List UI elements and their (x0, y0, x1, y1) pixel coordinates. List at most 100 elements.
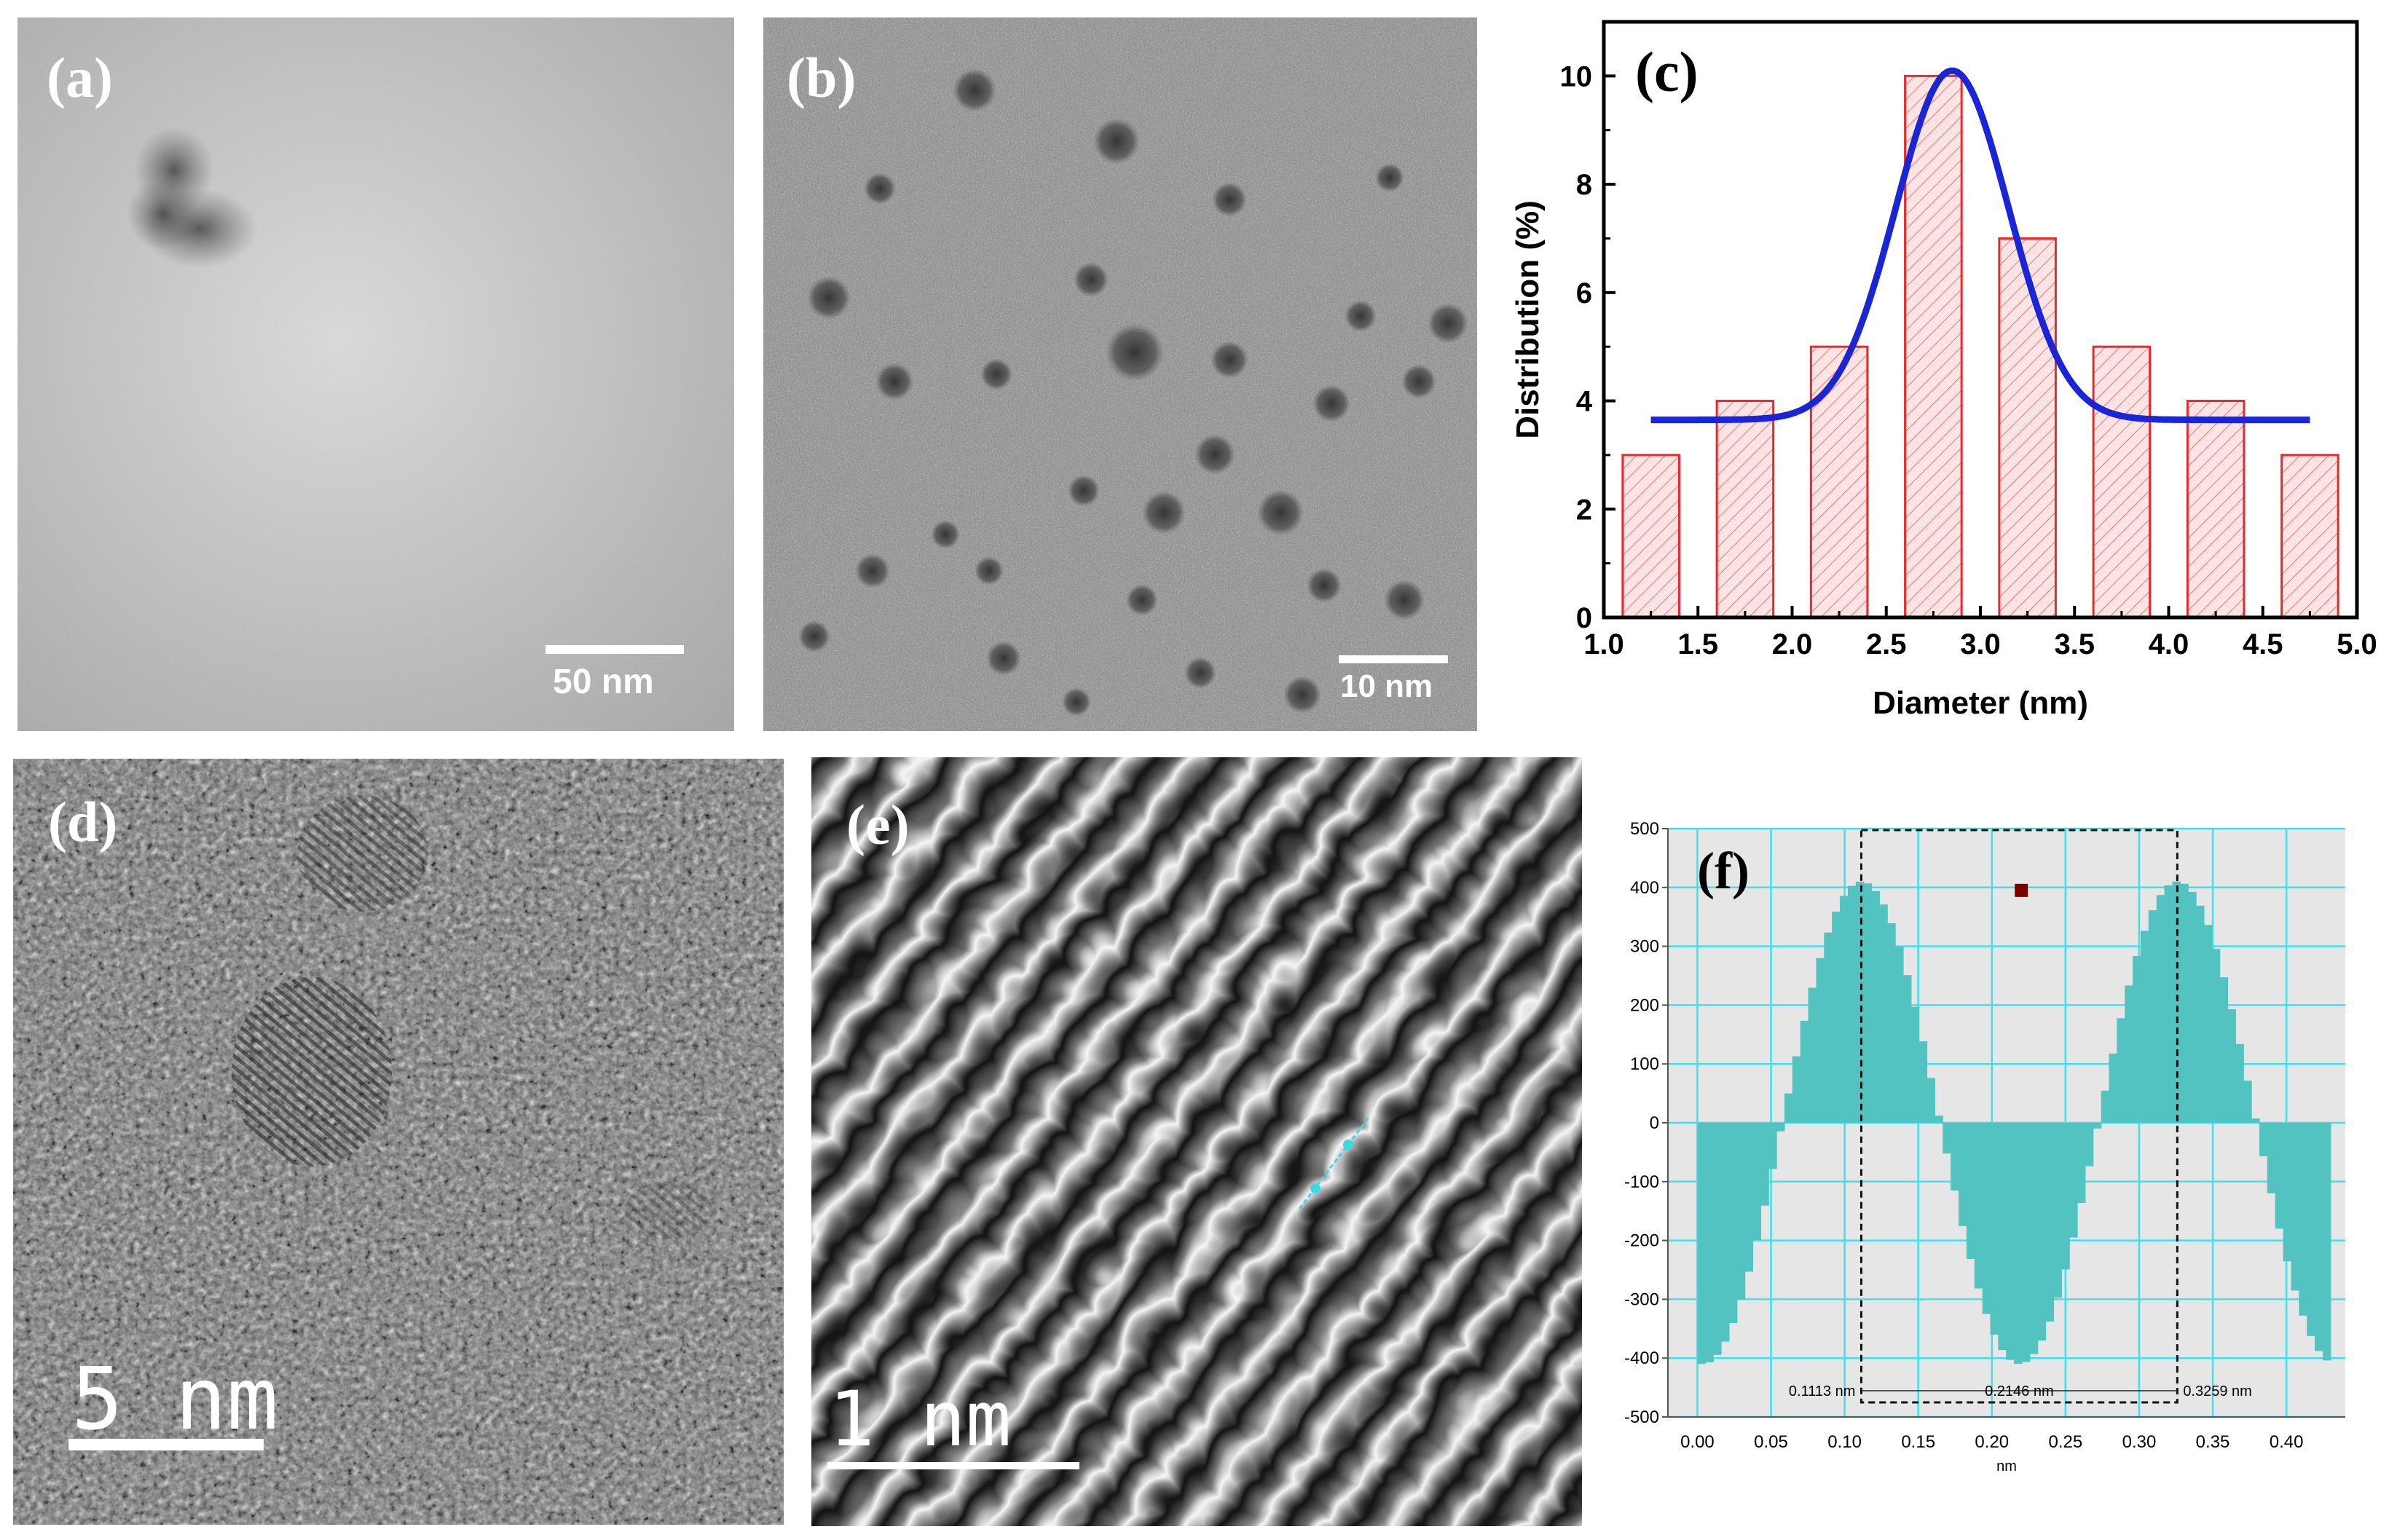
profile-bar (1935, 1115, 1943, 1123)
tem-panel-a: (a) 50 nm (17, 17, 734, 731)
tem-panel-b: (b) 10 nm (763, 17, 1477, 731)
profile-bar (1887, 923, 1896, 1123)
profile-bar (1959, 1123, 1967, 1226)
x-tick-label: 0.10 (1827, 1432, 1862, 1452)
profile-bar (2235, 1043, 2244, 1123)
profile-bar (2283, 1123, 2292, 1262)
x-tick-label: 0.30 (2122, 1432, 2157, 1452)
profile-bar (2164, 885, 2173, 1123)
y-tick-label: 500 (1630, 819, 1659, 839)
x-tick-label: 0.25 (2049, 1432, 2083, 1452)
scale-bar-a (546, 645, 684, 654)
profile-bar (2045, 1123, 2055, 1322)
profile-bar (1840, 896, 1849, 1123)
y-tick-label: -100 (1624, 1172, 1659, 1192)
profile-bar (1918, 1041, 1928, 1123)
x-axis-title: nm (1996, 1458, 2017, 1474)
profile-bar (2140, 931, 2149, 1123)
y-tick-label: 400 (1630, 878, 1659, 898)
profile-bar (2307, 1123, 2315, 1336)
profile-bar (1752, 1123, 1761, 1241)
x-tick-label: 4.5 (2243, 628, 2283, 660)
profile-bar (1728, 1123, 1738, 1324)
scale-label-e: 1 nm (829, 1375, 1012, 1464)
profile-bar (1863, 883, 1873, 1123)
panel-label-b: (b) (787, 46, 857, 109)
profile-bar (2322, 1123, 2331, 1361)
profile-bar (1697, 1123, 1706, 1365)
panel-label-d: (d) (48, 790, 118, 853)
y-tick-label: 100 (1630, 1054, 1659, 1074)
selection-box (1859, 829, 2179, 1404)
profile-bar (2109, 1053, 2117, 1123)
x-tick-label: 2.0 (1772, 628, 1813, 660)
scale-label-a: 50 nm (553, 663, 654, 701)
profile-bar (2172, 881, 2181, 1123)
profile-bar (2299, 1123, 2307, 1316)
profile-bar (2093, 1123, 2102, 1129)
x-tick-label: 0.00 (1680, 1432, 1715, 1452)
panel-label-e: (e) (846, 793, 910, 856)
y-tick-label: 10 (1560, 60, 1593, 92)
scale-bar-d (68, 1439, 264, 1450)
profile-bar (1713, 1123, 1722, 1355)
histogram-panel-c: 1.0 1.5 2.0 2.5 3.0 3.5 4.0 4.5 5.0 0 2 4 6 8 10 Diamet… (1500, 0, 2389, 743)
profile-bar (2117, 1018, 2125, 1123)
profile-bar (1847, 885, 1857, 1123)
profile-bar (1800, 1020, 1809, 1123)
histogram-bar (1809, 345, 1869, 619)
y-tick-label: 2 (1576, 494, 1592, 526)
profile-bar (2085, 1123, 2094, 1166)
profile-bar (2180, 883, 2189, 1123)
histogram-bar (1904, 74, 1963, 619)
profile-bar (2315, 1123, 2323, 1351)
scale-bar-b (1339, 655, 1448, 663)
profile-bar (1744, 1123, 1754, 1272)
profile-bar (1760, 1123, 1769, 1206)
profile-bar (2251, 1118, 2260, 1123)
y-tick-label: -300 (1624, 1290, 1659, 1309)
size-distribution-chart: 1.0 1.5 2.0 2.5 3.0 3.5 4.0 4.5 5.0 0 2 4 6 8 10 Diamet… (1510, 20, 2377, 721)
profile-bar (2069, 1123, 2078, 1238)
y-tick-label: 6 (1576, 277, 1592, 309)
annotation-distance: 0.2146 nm (1985, 1383, 2054, 1399)
x-axis-title: Diameter (nm) (1873, 685, 2088, 721)
profile-bar (1902, 975, 1912, 1123)
profile-bar (1776, 1123, 1785, 1132)
y-tick-label: 200 (1630, 995, 1659, 1015)
profile-bar (1855, 881, 1865, 1123)
profile-bar (2267, 1123, 2276, 1193)
y-tick-label: 8 (1576, 169, 1592, 201)
profile-line (1298, 1117, 1370, 1209)
x-tick-label: 0.35 (2196, 1432, 2230, 1452)
profile-bar (2133, 956, 2141, 1123)
hrtem-panel-d: (d) 5 nm (13, 759, 784, 1525)
profile-bar (1768, 1123, 1777, 1169)
hrtem-image-d (13, 759, 784, 1525)
panel-label-f: (f) (1697, 842, 1750, 900)
profile-bar (1784, 1093, 1793, 1123)
line-profile-chart: 0.1113 nm 0.2146 nm 0.3259 nm 0.00 0.05 0.10 0… (1624, 819, 2345, 1474)
profile-bar (2014, 1123, 2023, 1365)
x-tick-label: 2.5 (1866, 628, 1907, 660)
profile-bar (1966, 1123, 1975, 1260)
profile-bar (2006, 1123, 2015, 1360)
x-tick-label: 4.0 (2149, 628, 2189, 660)
scale-label-d: 5 nm (71, 1349, 279, 1449)
profile-bar (1705, 1123, 1714, 1362)
x-tick-label: 3.5 (2054, 628, 2095, 660)
histogram-bar (1715, 400, 1775, 619)
profile-bar (2148, 910, 2157, 1123)
profile-bar (2219, 977, 2229, 1123)
profile-bar (2211, 949, 2221, 1123)
lattice-fringe-image-e (811, 757, 1582, 1526)
cursor-marker (2015, 883, 2028, 897)
profile-bar (2196, 905, 2205, 1123)
y-tick-label: 4 (1576, 386, 1593, 418)
histogram-bar (2092, 345, 2152, 619)
profile-bar (2029, 1123, 2039, 1354)
panel-label-a: (a) (47, 46, 113, 109)
ifft-panel-e: (e) 1 nm (811, 757, 1582, 1526)
profile-bar (2259, 1123, 2268, 1157)
profile-bar (2061, 1123, 2070, 1270)
